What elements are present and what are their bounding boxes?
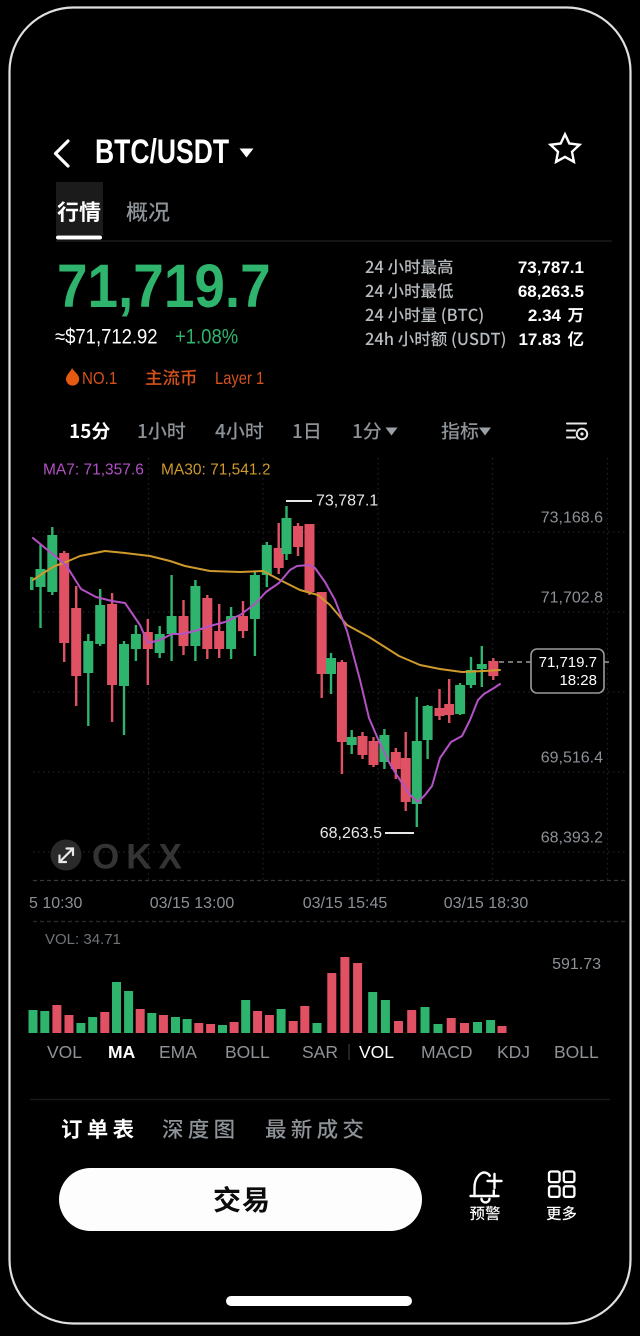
svg-text:MA30: 71,541.2: MA30: 71,541.2 — [161, 462, 270, 479]
svg-text:2.34: 2.34 — [528, 306, 562, 325]
svg-text:KDJ: KDJ — [497, 1042, 530, 1062]
svg-text:VOL: 34.71: VOL: 34.71 — [45, 931, 121, 948]
svg-text:Layer 1: Layer 1 — [215, 369, 264, 389]
svg-text:BTC/USDT: BTC/USDT — [95, 133, 229, 171]
svg-text:≈$71,712.92: ≈$71,712.92 — [55, 325, 158, 348]
svg-text:VOL: VOL — [359, 1042, 394, 1062]
svg-text:MA: MA — [108, 1042, 136, 1062]
svg-text:03/15 13:00: 03/15 13:00 — [150, 895, 235, 912]
svg-text:71,702.8: 71,702.8 — [541, 590, 603, 607]
svg-text:03/15 18:30: 03/15 18:30 — [444, 895, 529, 912]
svg-text:BOLL: BOLL — [554, 1042, 599, 1062]
svg-text:73,787.1: 73,787.1 — [518, 258, 584, 277]
svg-text:68,263.5: 68,263.5 — [518, 282, 584, 301]
svg-text:MACD: MACD — [421, 1042, 473, 1062]
svg-text:69,516.4: 69,516.4 — [541, 750, 603, 767]
svg-text:68,263.5: 68,263.5 — [320, 825, 382, 842]
svg-text:VOL: VOL — [47, 1042, 82, 1062]
svg-text:+1.08%: +1.08% — [175, 325, 238, 348]
svg-text:591.73: 591.73 — [552, 956, 601, 973]
svg-text:73,787.1: 73,787.1 — [316, 493, 378, 510]
svg-text:18:28: 18:28 — [559, 672, 597, 689]
svg-text:OKX: OKX — [92, 838, 189, 877]
svg-text:5 10:30: 5 10:30 — [29, 895, 82, 912]
svg-text:71,719.7: 71,719.7 — [57, 252, 271, 320]
svg-text:NO.1: NO.1 — [82, 368, 117, 389]
svg-text:BOLL: BOLL — [225, 1042, 270, 1062]
svg-text:EMA: EMA — [159, 1042, 197, 1062]
svg-text:MA7: 71,357.6: MA7: 71,357.6 — [43, 462, 144, 479]
svg-text:03/15 15:45: 03/15 15:45 — [303, 895, 388, 912]
svg-text:73,168.6: 73,168.6 — [541, 510, 603, 527]
svg-text:68,393.2: 68,393.2 — [541, 830, 603, 847]
svg-text:71,719.7: 71,719.7 — [539, 654, 597, 671]
svg-text:17.83: 17.83 — [518, 330, 561, 349]
svg-text:SAR: SAR — [302, 1042, 338, 1062]
